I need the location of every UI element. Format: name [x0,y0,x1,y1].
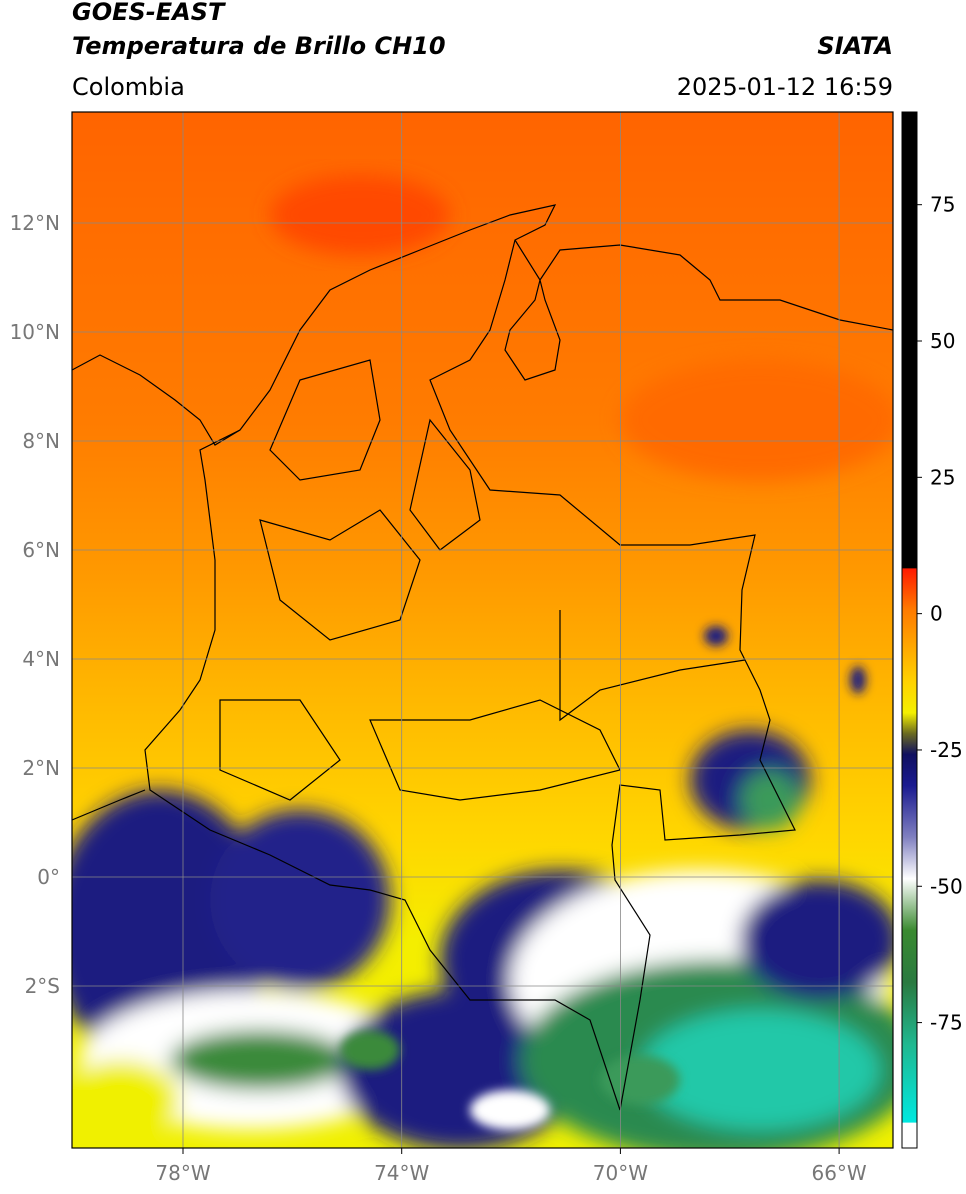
lon-tick-label: 70°W [593,1161,648,1185]
lat-tick-label: 2°N [22,756,60,780]
datetime: 2025-01-12 16:59 [677,73,893,101]
lat-tick-label: 6°N [22,538,60,562]
lat-tick-label: 4°N [22,647,60,671]
graticule [72,112,893,1148]
colorbar-tick-label: 50 [930,329,955,353]
colorbar-tick-label: -75 [930,1011,963,1035]
lat-tick-label: 0° [37,865,60,889]
colorbar-tick-label: -50 [930,874,963,898]
lon-tick-label: 74°W [374,1161,429,1185]
source: SIATA [817,32,893,60]
map-frame [71,111,894,1149]
colorbar-tick-label: 0 [930,602,943,626]
lat-tick-label: 10°N [10,320,60,344]
lon-tick-label: 66°W [811,1161,866,1185]
lon-tick-label: 78°W [155,1161,210,1185]
region: Colombia [72,73,185,101]
colorbar [901,111,918,1149]
colorbar-tick-label: 75 [930,193,955,217]
title: GOES-EAST [72,0,226,26]
lat-tick-label: 8°N [22,429,60,453]
lat-tick-label: 2°S [25,974,60,998]
subtitle: Temperatura de Brillo CH10 [72,32,446,60]
lat-tick-label: 12°N [10,211,60,235]
colorbar-tick-label: 25 [930,465,955,489]
colorbar-tick-label: -25 [930,738,963,762]
satellite-image [72,112,893,1148]
